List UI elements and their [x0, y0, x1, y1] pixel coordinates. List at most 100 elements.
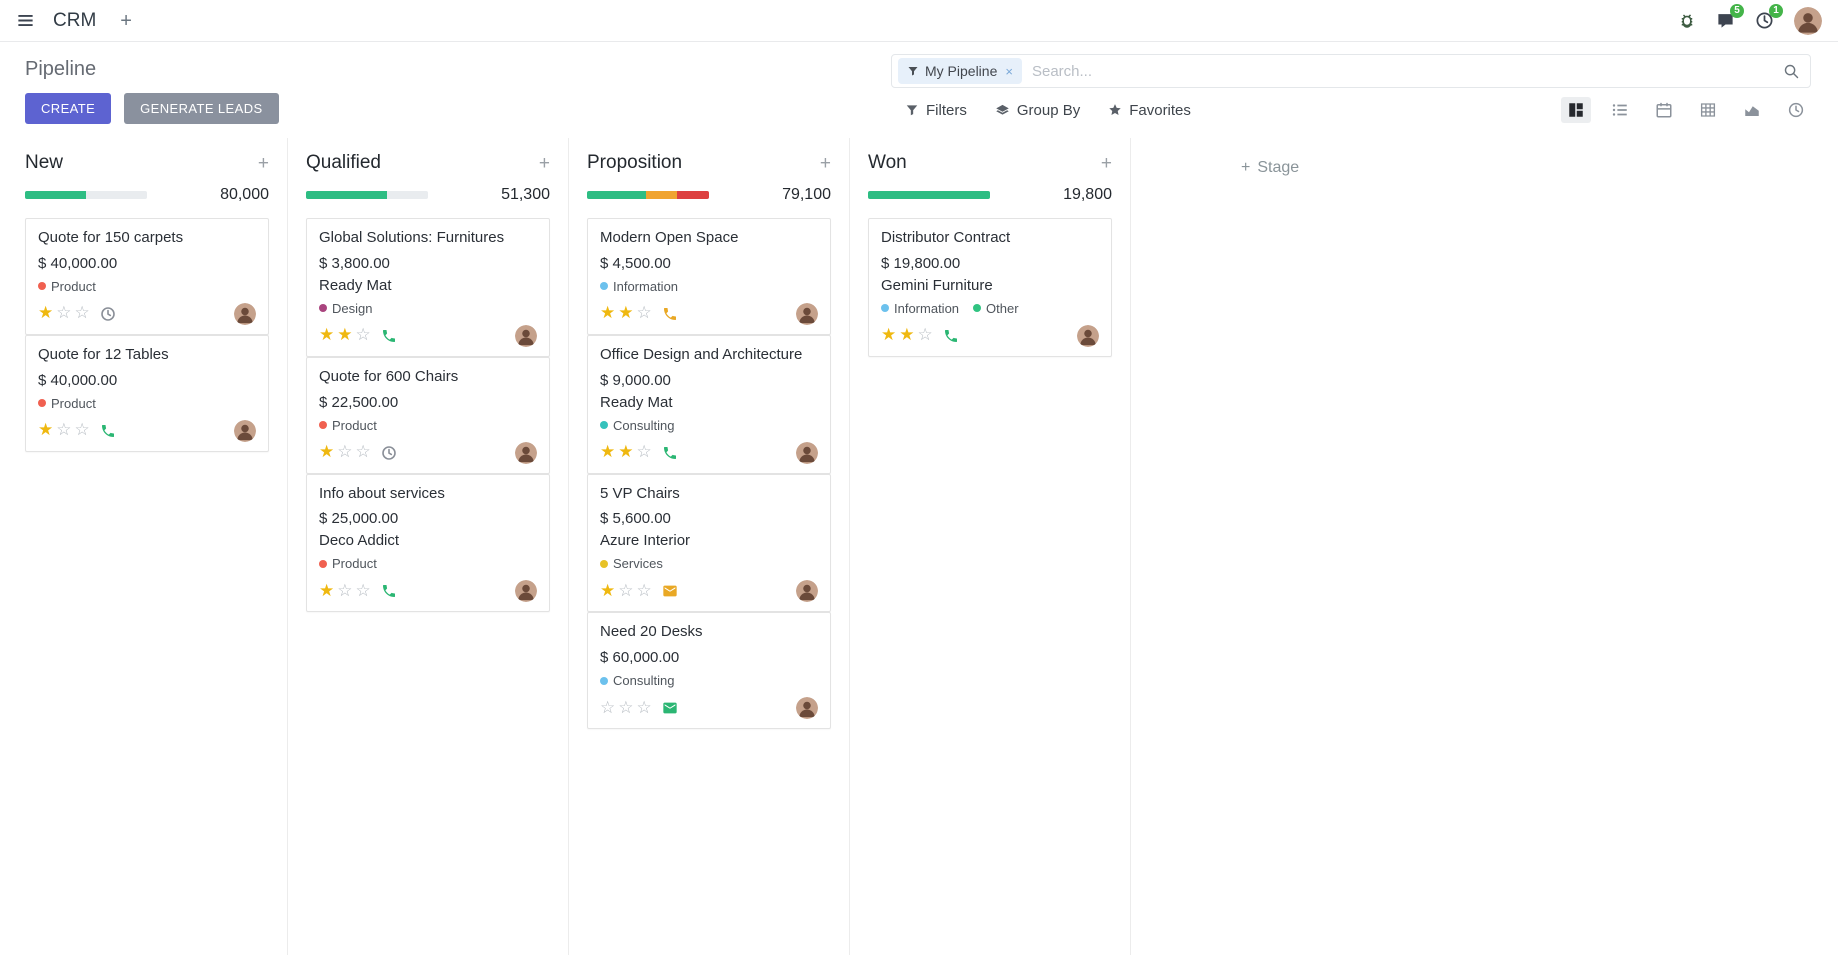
column-title[interactable]: Proposition: [587, 152, 683, 173]
column-progressbar[interactable]: [25, 191, 147, 199]
priority-star[interactable]: ★: [618, 303, 634, 324]
messages-icon[interactable]: 5: [1716, 4, 1744, 30]
kanban-card[interactable]: 5 VP Chairs $ 5,600.00 Azure Interior Se…: [587, 473, 831, 613]
priority-star[interactable]: ☆: [355, 580, 371, 601]
phone-activity-icon[interactable]: [381, 328, 397, 344]
filters-button[interactable]: Filters: [905, 102, 967, 119]
column-title[interactable]: New: [25, 152, 64, 173]
kanban-card[interactable]: Modern Open Space $ 4,500.00 Information…: [587, 218, 831, 335]
search-icon[interactable]: [1783, 63, 1800, 80]
priority-star[interactable]: ☆: [636, 697, 652, 718]
kanban-card[interactable]: Global Solutions: Furnitures $ 3,800.00 …: [306, 218, 550, 357]
kanban-card[interactable]: Quote for 12 Tables $ 40,000.00 Product …: [25, 334, 269, 452]
priority-star[interactable]: ★: [319, 442, 335, 462]
priority-star[interactable]: ☆: [636, 442, 652, 462]
priority-star[interactable]: ☆: [355, 325, 371, 346]
priority-star[interactable]: ★: [319, 580, 335, 601]
card-owner-avatar[interactable]: [796, 441, 818, 464]
priority-star[interactable]: ☆: [56, 420, 72, 440]
card-owner-avatar[interactable]: [1077, 324, 1099, 347]
progress-segment[interactable]: [868, 191, 990, 199]
priority-star[interactable]: ★: [881, 325, 897, 346]
column-title[interactable]: Won: [868, 152, 907, 173]
column-quick-add-button[interactable]: +: [538, 152, 550, 174]
priority-star[interactable]: ☆: [636, 303, 652, 324]
calendar-view-icon[interactable]: [1649, 97, 1679, 123]
priority-star[interactable]: ☆: [618, 580, 634, 601]
debug-bug-icon[interactable]: [1678, 12, 1696, 30]
priority-star[interactable]: ☆: [74, 420, 90, 440]
kanban-card[interactable]: Quote for 150 carpets $ 40,000.00 Produc…: [25, 218, 269, 335]
phone-activity-icon[interactable]: [381, 583, 397, 599]
priority-star[interactable]: ★: [600, 442, 616, 462]
app-name[interactable]: CRM: [53, 9, 97, 31]
column-quick-add-button[interactable]: +: [1100, 152, 1112, 174]
favorites-button[interactable]: Favorites: [1108, 102, 1191, 119]
progress-segment[interactable]: [587, 191, 646, 199]
priority-star[interactable]: ★: [337, 325, 353, 346]
priority-star[interactable]: ★: [618, 442, 634, 462]
column-progressbar[interactable]: [868, 191, 990, 199]
envelope-activity-icon[interactable]: [662, 700, 678, 716]
priority-star[interactable]: ☆: [917, 325, 933, 346]
priority-star[interactable]: ☆: [337, 580, 353, 601]
priority-star[interactable]: ★: [319, 325, 335, 346]
remove-facet-icon[interactable]: ×: [1005, 63, 1013, 79]
activity-view-icon[interactable]: [1781, 97, 1811, 123]
pivot-view-icon[interactable]: [1693, 97, 1723, 123]
kanban-card[interactable]: Office Design and Architecture $ 9,000.0…: [587, 334, 831, 474]
priority-star[interactable]: ★: [899, 325, 915, 346]
group-by-button[interactable]: Group By: [995, 102, 1080, 119]
card-owner-avatar[interactable]: [234, 302, 256, 325]
search-input[interactable]: [1021, 62, 1783, 80]
user-avatar[interactable]: [1794, 6, 1822, 35]
kanban-view-icon[interactable]: [1561, 97, 1591, 123]
priority-star[interactable]: ☆: [600, 697, 616, 718]
card-owner-avatar[interactable]: [515, 441, 537, 464]
card-owner-avatar[interactable]: [796, 580, 818, 603]
column-quick-add-button[interactable]: +: [819, 152, 831, 174]
clock-activity-icon[interactable]: [381, 445, 397, 461]
card-owner-avatar[interactable]: [515, 580, 537, 603]
priority-star[interactable]: ☆: [636, 580, 652, 601]
create-button[interactable]: CREATE: [25, 93, 112, 124]
priority-star[interactable]: ★: [600, 303, 616, 324]
priority-star[interactable]: ★: [38, 303, 54, 324]
generate-leads-button[interactable]: GENERATE LEADS: [124, 93, 279, 124]
list-view-icon[interactable]: [1605, 97, 1635, 123]
priority-star[interactable]: ★: [38, 420, 54, 440]
envelope-activity-icon[interactable]: [662, 583, 678, 599]
priority-star[interactable]: ☆: [74, 303, 90, 324]
progress-segment[interactable]: [25, 191, 86, 199]
card-owner-avatar[interactable]: [515, 324, 537, 347]
progress-segment[interactable]: [677, 191, 709, 199]
phone-activity-icon[interactable]: [943, 328, 959, 344]
column-quick-add-button[interactable]: +: [257, 152, 269, 174]
priority-star[interactable]: ☆: [337, 442, 353, 462]
priority-star[interactable]: ★: [600, 580, 616, 601]
column-progressbar[interactable]: [587, 191, 709, 199]
phone-activity-icon[interactable]: [662, 445, 678, 461]
phone-activity-icon[interactable]: [100, 423, 116, 439]
activities-clock-icon[interactable]: 1: [1755, 4, 1783, 30]
priority-star[interactable]: ☆: [56, 303, 72, 324]
card-owner-avatar[interactable]: [234, 419, 256, 442]
column-title[interactable]: Qualified: [306, 152, 381, 173]
search-facet[interactable]: My Pipeline ×: [898, 58, 1022, 84]
priority-star[interactable]: ☆: [355, 442, 371, 462]
apps-menu-icon[interactable]: [16, 11, 35, 30]
card-owner-avatar[interactable]: [796, 302, 818, 325]
phone-activity-icon[interactable]: [662, 306, 678, 322]
graph-view-icon[interactable]: [1737, 97, 1767, 123]
add-stage-button[interactable]: + Stage: [1241, 138, 1299, 182]
column-progressbar[interactable]: [306, 191, 428, 199]
kanban-card[interactable]: Quote for 600 Chairs $ 22,500.00 Product…: [306, 356, 550, 474]
priority-star[interactable]: ☆: [618, 697, 634, 718]
kanban-card[interactable]: Distributor Contract $ 19,800.00 Gemini …: [868, 218, 1112, 357]
card-owner-avatar[interactable]: [796, 697, 818, 719]
kanban-card[interactable]: Info about services $ 25,000.00 Deco Add…: [306, 473, 550, 613]
progress-segment[interactable]: [306, 191, 387, 199]
kanban-card[interactable]: Need 20 Desks $ 60,000.00 Consulting ☆ ☆ ☆: [587, 612, 831, 729]
clock-activity-icon[interactable]: [100, 306, 116, 322]
navbar-add-icon[interactable]: +: [120, 9, 132, 32]
